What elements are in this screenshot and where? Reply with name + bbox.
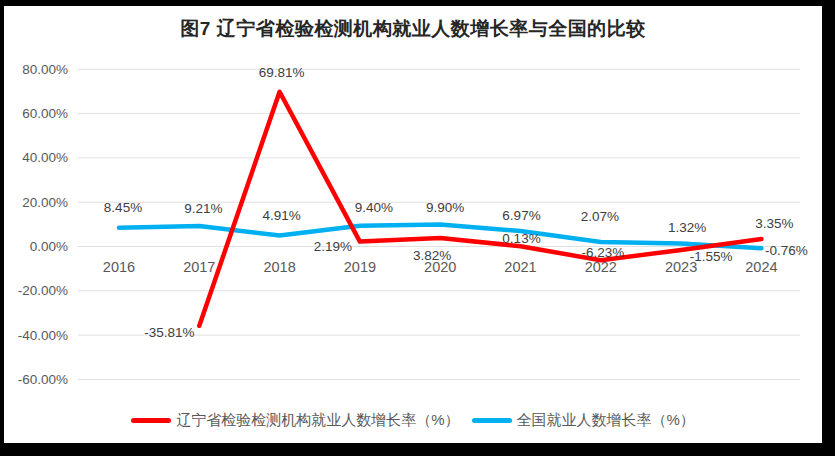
- data-label: 2.19%: [314, 239, 352, 254]
- data-label: 9.90%: [426, 200, 464, 215]
- data-label: 69.81%: [259, 65, 305, 80]
- x-axis-tick-label: 2017: [183, 259, 215, 275]
- data-label: -0.76%: [765, 243, 808, 258]
- line-chart: 80.00% 60.00% 40.00% 20.00% 0.00% -20.00% -40.…: [4, 6, 822, 443]
- x-axis-tick-label: 2018: [263, 259, 295, 275]
- data-label: 6.97%: [502, 208, 540, 223]
- x-axis-tick-label: 2016: [103, 259, 135, 275]
- y-axis-tick-label: 0.00%: [30, 239, 68, 254]
- x-axis-tick-label: 2021: [504, 259, 536, 275]
- y-axis-tick-label: -60.00%: [18, 372, 68, 387]
- data-label: -1.55%: [690, 249, 733, 264]
- data-label: 8.45%: [104, 200, 142, 215]
- data-label: 3.82%: [413, 248, 451, 263]
- liaoning-line-swatch: [131, 418, 171, 423]
- chart-legend: 辽宁省检验检测机构就业人数增长率（%） 全国就业人数增长率（%）: [4, 411, 822, 430]
- data-label: 0.13%: [502, 231, 540, 246]
- legend-label-liaoning: 辽宁省检验检测机构就业人数增长率（%）: [176, 411, 459, 430]
- x-axis-tick-label: 2019: [344, 259, 376, 275]
- legend-label-national: 全国就业人数增长率（%）: [517, 411, 695, 430]
- data-label: 4.91%: [262, 208, 300, 223]
- data-label: 1.32%: [668, 220, 706, 235]
- data-label: 3.35%: [755, 216, 793, 231]
- image-border-frame: 图7 辽宁省检验检测机构就业人数增长率与全国的比较 80.00%60.00%40…: [0, 0, 835, 456]
- x-axis-tick-label: 2024: [745, 259, 777, 275]
- data-label: 9.40%: [355, 200, 393, 215]
- y-axis-tick-label: 60.00%: [22, 106, 68, 121]
- data-label: 2.07%: [581, 209, 619, 224]
- data-label: -6.23%: [581, 245, 624, 260]
- chart-canvas: 图7 辽宁省检验检测机构就业人数增长率与全国的比较 80.00%60.00%40…: [4, 6, 822, 443]
- y-axis-tick-label: 40.00%: [22, 150, 68, 165]
- data-label: -35.81%: [144, 325, 194, 340]
- y-axis-tick-label: 20.00%: [22, 195, 68, 210]
- legend-item-liaoning: 辽宁省检验检测机构就业人数增长率（%）: [131, 411, 459, 430]
- national-line-swatch: [472, 418, 512, 423]
- data-label: 9.21%: [184, 201, 222, 216]
- legend-item-national: 全国就业人数增长率（%）: [472, 411, 695, 430]
- y-axis-tick-label: -20.00%: [18, 283, 68, 298]
- y-axis-tick-label: 80.00%: [22, 62, 68, 77]
- y-axis-tick-label: -40.00%: [18, 328, 68, 343]
